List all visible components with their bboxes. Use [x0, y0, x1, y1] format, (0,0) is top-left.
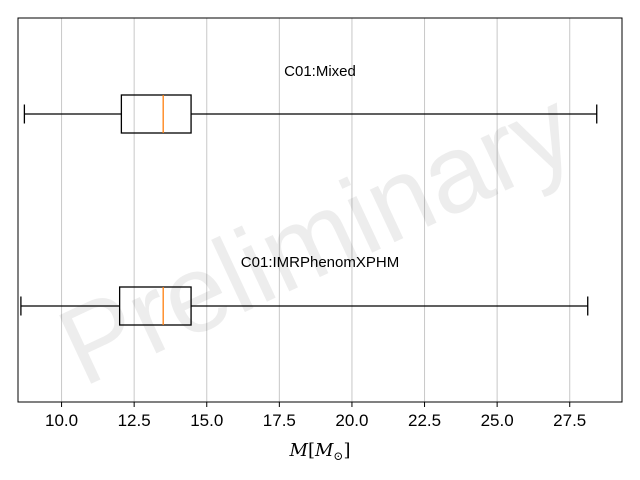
x-ticks: 10.0 12.5 15.0 17.5 20.0 22.5 25.0 27.5 — [45, 402, 586, 430]
box-iqr — [118, 286, 192, 326]
x-tick-label: 17.5 — [263, 411, 296, 430]
x-tick-label: 27.5 — [553, 411, 586, 430]
series-label: C01:Mixed — [284, 63, 356, 80]
x-tick-label: 22.5 — [408, 411, 441, 430]
box-1 — [23, 94, 598, 134]
x-tick-label: 15.0 — [190, 411, 223, 430]
x-axis-label-unit: M — [314, 440, 334, 461]
watermark-text: Preliminary — [41, 65, 592, 409]
x-axis-label-var: M — [289, 440, 309, 461]
x-tick-label: 10.0 — [45, 411, 78, 430]
box-iqr — [120, 94, 192, 134]
x-tick-label: 12.5 — [118, 411, 151, 430]
x-tick-label: 25.0 — [481, 411, 514, 430]
x-axis-label-sub: ⊙ — [333, 449, 343, 463]
x-axis-label: M[M⊙] — [289, 440, 351, 463]
box-series — [20, 94, 598, 326]
box-2 — [20, 286, 589, 326]
grid-lines — [61, 18, 571, 402]
x-tick-label: 20.0 — [335, 411, 368, 430]
plot-frame — [17, 17, 623, 403]
series-label: C01:IMRPhenomXPHM — [241, 254, 399, 271]
series-labels: C01:Mixed C01:IMRPhenomXPHM — [241, 63, 399, 271]
x-axis-label-close: ] — [343, 440, 350, 461]
x-axis-label-open: [ — [308, 440, 315, 461]
